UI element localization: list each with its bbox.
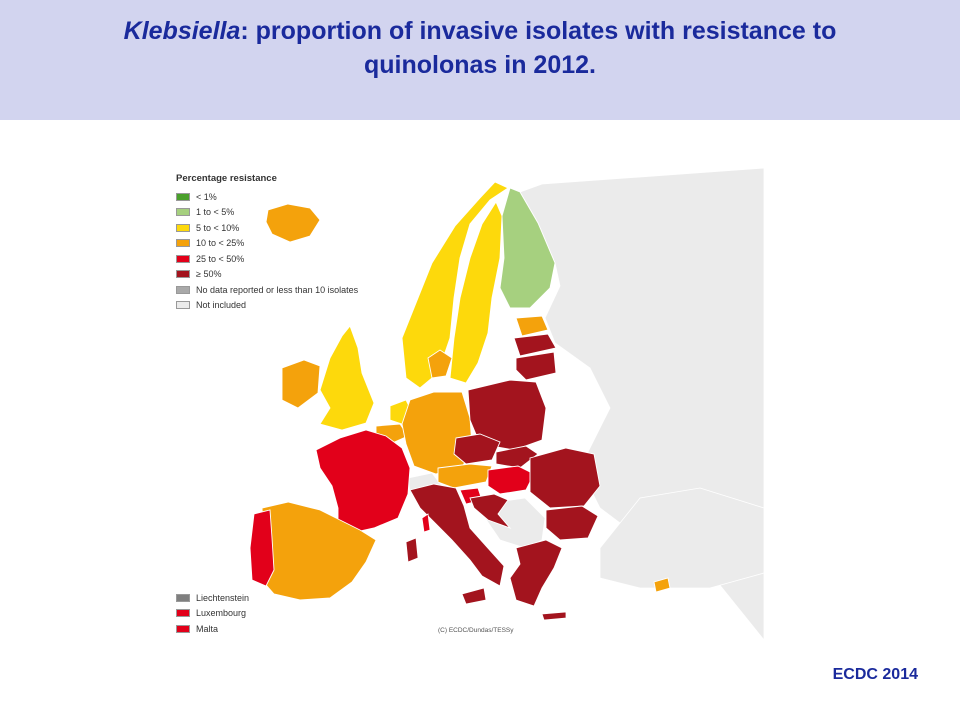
region-finland bbox=[499, 187, 556, 309]
region-not-included-turkey bbox=[599, 487, 764, 589]
region-latvia bbox=[513, 333, 557, 357]
title-line-2: quinolonas in 2012 bbox=[363, 51, 590, 79]
small-country-label: Liechtenstein bbox=[196, 592, 250, 603]
legend-label: < 1% bbox=[196, 191, 217, 202]
region-austria bbox=[437, 463, 493, 489]
legend-swatch bbox=[176, 223, 190, 232]
region-france bbox=[315, 429, 411, 533]
region-germany bbox=[401, 391, 473, 475]
island-sicily bbox=[461, 587, 487, 605]
legend-swatch bbox=[176, 208, 190, 217]
region-slovakia bbox=[495, 445, 539, 469]
small-country-item: Luxembourg bbox=[176, 606, 249, 622]
legend-swatch bbox=[176, 254, 190, 263]
source-label: ECDC 2014 bbox=[832, 666, 918, 683]
island-crete bbox=[541, 611, 567, 621]
island-sardinia bbox=[405, 537, 419, 563]
europe-map bbox=[170, 168, 764, 640]
region-czech-republic bbox=[453, 433, 501, 465]
legend-label: 10 to < 25% bbox=[196, 238, 245, 249]
legend-swatch bbox=[176, 239, 190, 248]
small-country-label: Luxembourg bbox=[196, 608, 247, 619]
title-period: . bbox=[589, 51, 596, 79]
map-copyright: (C) ECDC/Dundas/TESSy bbox=[438, 627, 514, 634]
title-banner bbox=[0, 0, 960, 120]
island-corsica bbox=[421, 513, 431, 533]
legend-swatch bbox=[176, 285, 190, 294]
legend-swatch bbox=[176, 270, 190, 279]
legend-item: Not included bbox=[176, 298, 358, 314]
region-portugal bbox=[249, 509, 275, 587]
map-canvas bbox=[249, 168, 764, 640]
small-country-item: Malta bbox=[176, 621, 249, 637]
small-country-swatch bbox=[176, 609, 190, 618]
region-croatia bbox=[469, 493, 512, 530]
legend-label: 25 to < 50% bbox=[196, 253, 245, 264]
legend-label: Not included bbox=[196, 300, 247, 311]
region-lithuania bbox=[515, 351, 557, 381]
legend-item: ≥ 50% bbox=[176, 267, 358, 283]
small-country-label: Malta bbox=[196, 623, 219, 634]
legend-title: Percentage resistance bbox=[176, 173, 277, 184]
small-country-item: Liechtenstein bbox=[176, 590, 249, 606]
legend-swatch bbox=[176, 192, 190, 201]
legend-label: 1 to < 5% bbox=[196, 207, 235, 218]
region-bulgaria bbox=[545, 505, 599, 541]
legend-item: 1 to < 5% bbox=[176, 205, 358, 221]
countries bbox=[249, 181, 671, 621]
small-countries-legend: Liechtenstein Luxembourg Malta bbox=[176, 590, 249, 637]
region-iceland bbox=[265, 203, 321, 243]
legend-swatch bbox=[176, 301, 190, 310]
legend-label: 5 to < 10% bbox=[196, 222, 240, 233]
region-united-kingdom bbox=[319, 325, 375, 431]
slide-title: Klebsiella: proportion of invasive isola… bbox=[40, 14, 920, 82]
region-estonia bbox=[515, 315, 549, 337]
legend-item: 10 to < 25% bbox=[176, 236, 358, 252]
small-country-swatch bbox=[176, 624, 190, 633]
title-organism: Klebsiella bbox=[123, 17, 241, 45]
legend-items: < 1% 1 to < 5% 5 to < 10% 10 to < 25% 25 to … bbox=[176, 189, 358, 313]
small-country-swatch bbox=[176, 593, 190, 602]
legend-item: No data reported or less than 10 isolate… bbox=[176, 282, 358, 298]
title-line-1: : proportion of invasive isolates with r… bbox=[240, 17, 837, 45]
region-ireland bbox=[281, 359, 321, 409]
region-cyprus bbox=[653, 577, 671, 593]
region-denmark bbox=[427, 349, 453, 379]
legend-item: 25 to < 50% bbox=[176, 251, 358, 267]
legend-label: No data reported or less than 10 isolate… bbox=[196, 284, 359, 295]
region-greece bbox=[509, 539, 563, 607]
region-italy bbox=[409, 483, 505, 587]
region-poland bbox=[467, 379, 547, 451]
legend-item: < 1% bbox=[176, 189, 358, 205]
legend-label: ≥ 50% bbox=[196, 269, 222, 280]
map-legend: Percentage resistance < 1% 1 to < 5% 5 to … bbox=[176, 173, 358, 313]
legend-item: 5 to < 10% bbox=[176, 220, 358, 236]
region-hungary bbox=[487, 465, 535, 495]
region-romania bbox=[529, 447, 601, 509]
